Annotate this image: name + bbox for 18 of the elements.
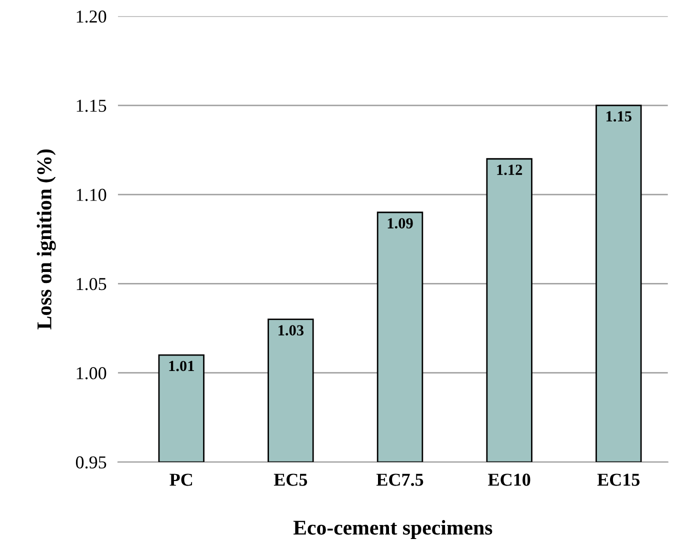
x-tick-label: EC7.5 <box>376 474 424 486</box>
data-label: 1.03 <box>278 325 304 336</box>
x-axis-title: Eco-cement specimens <box>293 520 492 539</box>
x-tick-label: EC10 <box>488 474 530 486</box>
data-label: 1.15 <box>606 111 632 122</box>
y-tick-label: 1.00 <box>76 367 106 380</box>
y-axis-title: Loss on ignition (%) <box>36 149 56 330</box>
x-tick-label: EC15 <box>597 474 640 486</box>
y-tick-label: 1.15 <box>76 100 106 112</box>
y-tick-label: 1.20 <box>76 10 106 23</box>
y-tick-label: 1.10 <box>76 188 106 202</box>
x-tick-label: PC <box>170 474 192 486</box>
y-tick-label: 1.05 <box>76 278 106 290</box>
y-tick-label: 0.95 <box>76 456 106 469</box>
data-label: 1.01 <box>169 360 194 372</box>
x-tick-label: EC5 <box>274 474 308 486</box>
data-label: 1.09 <box>388 218 413 229</box>
data-label: 1.12 <box>497 164 522 176</box>
